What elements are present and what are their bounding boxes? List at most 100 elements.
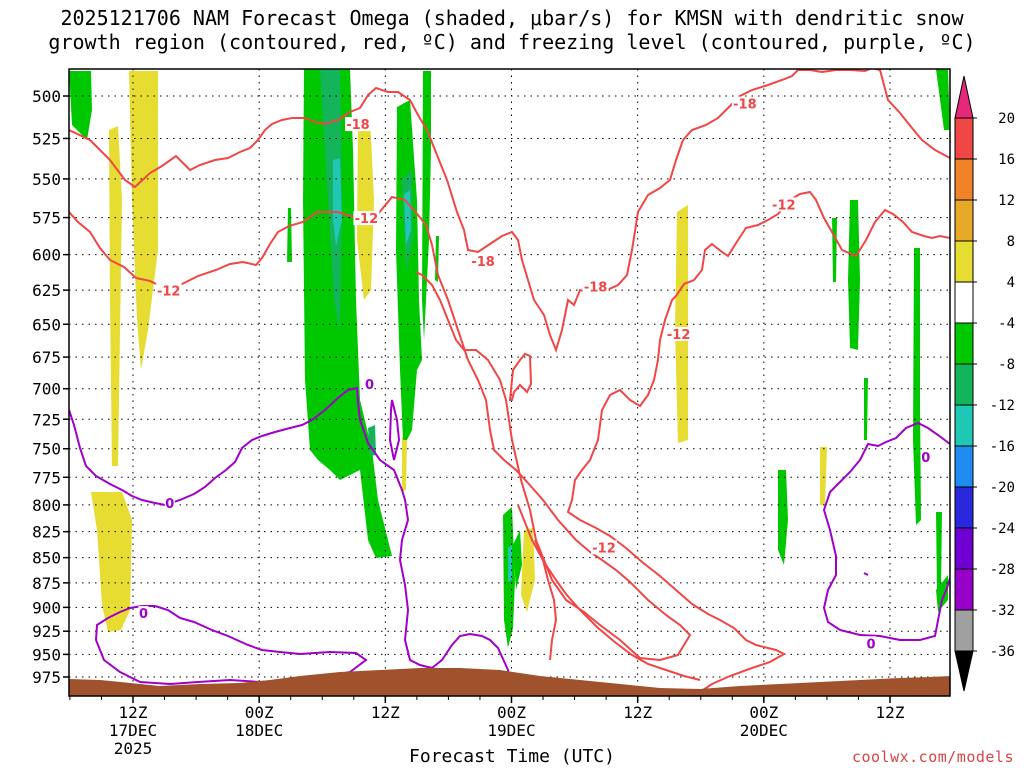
isotherm-neg18-upper bbox=[69, 69, 950, 354]
y-tick-label: 725 bbox=[32, 410, 61, 429]
colorbar-label: -16 bbox=[990, 439, 1015, 455]
omega-shade-neg4-neg8 bbox=[303, 69, 392, 558]
title-line-1: 2025121706 NAM Forecast Omega (shaded, μ… bbox=[60, 6, 964, 30]
colorbar-swatch bbox=[954, 240, 974, 283]
y-tick-label: 900 bbox=[32, 598, 61, 617]
x-tick-label: 12Z bbox=[371, 703, 400, 722]
omega-shade-neg4-neg8 bbox=[936, 512, 942, 592]
contour-label: -18 bbox=[584, 280, 608, 295]
colorbar-label: 16 bbox=[998, 152, 1015, 168]
contour-label: 0 bbox=[165, 497, 174, 512]
colorbar-label: -4 bbox=[998, 316, 1015, 332]
dendritic-growth-contours bbox=[69, 69, 950, 696]
x-tick-label: 17DEC bbox=[109, 721, 157, 740]
colorbar-min-arrow bbox=[954, 650, 974, 692]
contour-label-bg bbox=[155, 283, 182, 298]
isotherm-0-lower bbox=[94, 605, 368, 686]
isotherm-neg12-right bbox=[566, 190, 950, 696]
omega-shade-neg4-neg8 bbox=[778, 470, 788, 565]
x-axis-title: Forecast Time (UTC) bbox=[409, 746, 615, 767]
omega-shade-4-8 bbox=[357, 118, 374, 300]
plot-frame bbox=[68, 68, 951, 697]
contour-label-bg bbox=[866, 636, 877, 651]
omega-shade-4-8 bbox=[820, 447, 827, 505]
y-tick-label: 825 bbox=[32, 523, 61, 542]
x-tick-label: 12Z bbox=[119, 703, 148, 722]
colorbar-swatch bbox=[954, 117, 974, 160]
chart-title: 2025121706 NAM Forecast Omega (shaded, μ… bbox=[0, 6, 1024, 54]
y-tick-label: 550 bbox=[32, 170, 61, 189]
contour-label-bg bbox=[138, 606, 149, 621]
omega-shade-neg4-neg8 bbox=[69, 71, 92, 140]
omega-shade-4-8 bbox=[91, 492, 132, 632]
contour-label-bg bbox=[920, 449, 931, 464]
y-tick-label: 950 bbox=[32, 645, 61, 664]
credit-link[interactable]: coolwx.com/models bbox=[851, 748, 1014, 766]
omega-shade-neg4-neg8 bbox=[936, 69, 950, 130]
colorbar-label: -24 bbox=[990, 521, 1015, 537]
y-tick-label: 750 bbox=[32, 440, 61, 459]
y-tick-label: 700 bbox=[32, 380, 61, 399]
y-tick-label: 650 bbox=[32, 315, 61, 334]
isotherm-0-right bbox=[822, 421, 950, 641]
colorbar-label: 12 bbox=[998, 193, 1015, 209]
isotherm-0-upper bbox=[69, 386, 513, 696]
contour-label-bg bbox=[591, 540, 618, 555]
x-tick-label: 00Z bbox=[497, 703, 526, 722]
colorbar-swatch bbox=[954, 281, 974, 324]
freezing-level-contours bbox=[69, 386, 950, 696]
contour-label: -12 bbox=[157, 285, 181, 300]
contour-label-bg bbox=[344, 117, 371, 132]
isotherm-neg12-loop bbox=[508, 352, 533, 401]
contour-label-bg bbox=[665, 326, 692, 341]
colorbar-label: 20 bbox=[998, 111, 1015, 127]
colorbar-label: -36 bbox=[990, 644, 1015, 660]
x-tick-label: 12Z bbox=[623, 703, 652, 722]
omega-shade-neg4-neg8 bbox=[287, 208, 292, 262]
colorbar-max-arrow bbox=[954, 75, 974, 119]
colorbar-label: -12 bbox=[990, 398, 1015, 414]
omega-shade-4-8 bbox=[402, 437, 407, 492]
contour-label: -12 bbox=[592, 541, 616, 556]
contour-label: -12 bbox=[772, 198, 796, 213]
isotherm-0-loop bbox=[388, 399, 401, 461]
contour-labels: -18 -18 -12 -12 -18 -18 -12 -12 -12 0 0 0 0 0 bbox=[138, 96, 931, 652]
x-tick-label: 12Z bbox=[876, 703, 905, 722]
y-tick-label: 600 bbox=[32, 246, 61, 265]
colorbar-swatch bbox=[954, 445, 974, 488]
x-tick-label: 18DEC bbox=[235, 721, 283, 740]
x-tick-label: 00Z bbox=[245, 703, 274, 722]
isotherm-neg12-upper bbox=[69, 195, 692, 662]
x-tick-label: 20DEC bbox=[740, 721, 788, 740]
contour-label: -18 bbox=[733, 98, 757, 113]
contour-label: 0 bbox=[867, 637, 876, 652]
colorbar-swatch bbox=[954, 568, 974, 611]
omega-shade-neg4-neg8 bbox=[422, 71, 431, 340]
y-tick-label: 575 bbox=[32, 209, 61, 228]
y-tick-label: 850 bbox=[32, 549, 61, 568]
x-tick-label: 19DEC bbox=[487, 721, 535, 740]
contour-label-bg bbox=[731, 96, 758, 111]
y-tick-label: 800 bbox=[32, 496, 61, 515]
terrain-ground bbox=[69, 668, 950, 696]
omega-shade-neg8-neg12 bbox=[368, 425, 376, 456]
colorbar-swatch bbox=[954, 158, 974, 201]
colorbar-swatch bbox=[954, 363, 974, 406]
omega-colorbar: 20 16 12 8 4 -4 -8 -12 -16 -20 -24 -28 -32 -36 bbox=[954, 75, 1015, 692]
omega-shade-neg4-neg8 bbox=[513, 530, 522, 590]
colorbar-swatch bbox=[954, 609, 974, 652]
title-line-2: growth region (contoured, red, ºC) and f… bbox=[48, 30, 976, 54]
omega-shade-neg4-neg8 bbox=[936, 575, 948, 612]
colorbar-swatch bbox=[954, 322, 974, 365]
colorbar-swatch bbox=[954, 404, 974, 447]
colorbar-label: -32 bbox=[990, 603, 1015, 619]
contour-label: 0 bbox=[139, 607, 148, 622]
y-tick-label: 925 bbox=[32, 622, 61, 641]
contour-label-bg bbox=[582, 279, 609, 294]
contour-label-bg bbox=[470, 253, 497, 268]
isotherm-neg12-lowest bbox=[534, 539, 558, 661]
colorbar-swatch bbox=[954, 486, 974, 529]
isotherm-neg12-lower bbox=[517, 504, 701, 681]
